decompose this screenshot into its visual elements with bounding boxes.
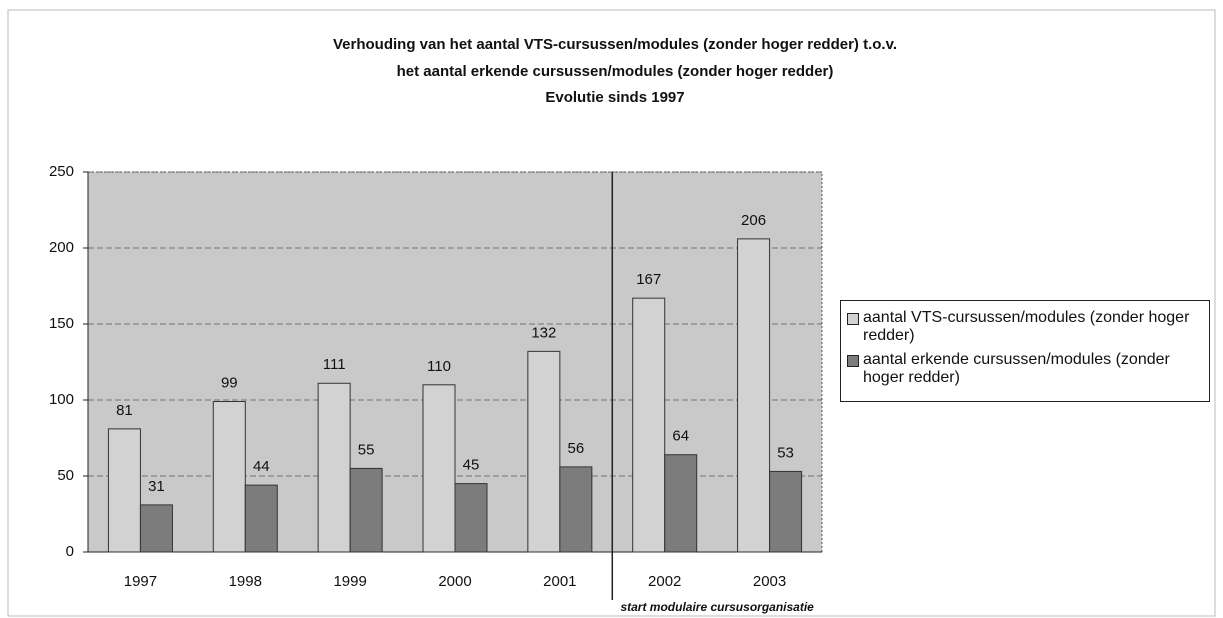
bar <box>632 297 666 553</box>
bar <box>769 470 803 553</box>
bar <box>317 382 351 553</box>
x-tick-label: 2003 <box>753 573 786 590</box>
x-tick-label: 1999 <box>333 573 366 590</box>
y-tick-label: 150 <box>49 315 74 332</box>
bar <box>737 238 771 553</box>
legend-label: aantal VTS-cursussen/modules (zonder hog… <box>863 309 1190 344</box>
bar <box>107 428 141 553</box>
bar <box>454 483 488 553</box>
legend-swatch <box>847 355 859 367</box>
bar <box>349 467 383 553</box>
bar <box>527 350 561 553</box>
legend: aantal VTS-cursussen/modules (zonder hog… <box>840 300 1210 402</box>
data-label: 167 <box>636 271 661 288</box>
data-label: 110 <box>427 358 451 375</box>
y-tick-label: 0 <box>66 543 74 560</box>
y-tick-label: 200 <box>49 239 74 256</box>
data-label: 44 <box>253 458 270 475</box>
x-tick-label: 1997 <box>124 573 157 590</box>
data-label: 56 <box>568 440 585 457</box>
data-label: 99 <box>221 374 238 391</box>
data-label: 111 <box>323 356 346 373</box>
data-label: 64 <box>672 428 689 445</box>
chart-title: Evolutie sinds 1997 <box>545 89 684 106</box>
legend-item: aantal erkende cursussen/modules (zonder… <box>847 351 1203 387</box>
x-tick-label: 2002 <box>648 573 681 590</box>
x-tick-label: 2001 <box>543 573 576 590</box>
bar <box>139 504 173 553</box>
data-label: 206 <box>741 212 766 229</box>
legend-label: aantal erkende cursussen/modules (zonder… <box>863 351 1170 386</box>
bar <box>422 384 456 553</box>
x-tick-label: 1998 <box>229 573 262 590</box>
chart-frame <box>7 9 1216 617</box>
data-label: 81 <box>116 402 133 419</box>
data-label: 55 <box>358 441 375 458</box>
bar <box>664 454 698 553</box>
legend-swatch <box>847 313 859 325</box>
chart-title: Verhouding van het aantal VTS-cursussen/… <box>333 36 897 53</box>
bar <box>559 466 593 553</box>
legend-item: aantal VTS-cursussen/modules (zonder hog… <box>847 309 1203 345</box>
y-tick-label: 250 <box>49 163 74 180</box>
data-label: 31 <box>148 478 165 495</box>
chart-title: het aantal erkende cursussen/modules (zo… <box>397 63 834 80</box>
y-tick-label: 100 <box>49 391 74 408</box>
y-tick-label: 50 <box>57 467 74 484</box>
annotation: start modulaire cursusorganisatie <box>620 600 814 614</box>
data-label: 45 <box>463 457 480 474</box>
bar <box>212 401 246 553</box>
bar <box>244 484 278 553</box>
data-label: 53 <box>777 444 794 461</box>
data-label: 132 <box>531 324 556 341</box>
x-tick-label: 2000 <box>438 573 471 590</box>
